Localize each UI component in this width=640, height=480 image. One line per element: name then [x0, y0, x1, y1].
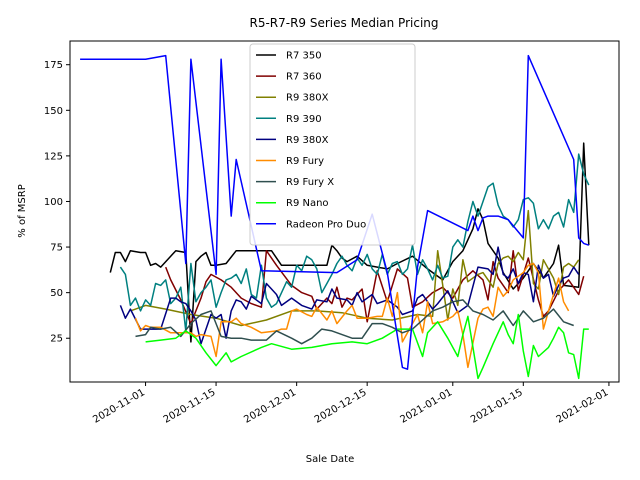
legend-entry-r9-380x: R9 380X	[286, 135, 329, 146]
y-axis: 25 50 75 100 125 150 175	[44, 60, 70, 345]
x-axis-label: Sale Date	[306, 454, 355, 465]
y-tick-label: 50	[50, 288, 63, 299]
chart-title: R5-R7-R9 Series Median Pricing	[249, 16, 438, 30]
series-line-radeon-pro-duo-8	[80, 54, 590, 370]
series-line-r9-380x-4	[119, 246, 580, 345]
series-line-r9-nano-7	[145, 313, 589, 380]
series-line-r9-fury-x-6	[135, 299, 574, 345]
y-tick-label: 125	[44, 151, 63, 162]
y-tick-label: 75	[50, 243, 63, 254]
plot-lines	[80, 54, 590, 380]
legend-entry-radeon-pro-duo: Radeon Pro Duo	[286, 219, 366, 230]
y-tick-label: 25	[50, 334, 63, 345]
legend: R7 350 R7 360 R9 380X R9 390 R9 380X R9 Fury R…	[249, 43, 416, 246]
y-tick-label: 150	[44, 106, 63, 117]
legend-entry-r9-390: R9 390	[286, 114, 322, 125]
series-line-r9-fury-5	[134, 262, 570, 369]
legend-box	[249, 43, 416, 246]
legend-entry-r9-380x: R9 380X	[286, 93, 329, 104]
series-line-r7-360-1	[165, 249, 585, 325]
y-axis-label: % of MSRP	[17, 184, 28, 237]
legend-entry-r7-350: R7 350	[286, 51, 322, 62]
legend-entry-r9-fury-x: R9 Fury X	[286, 177, 334, 188]
legend-entry-r9-nano: R9 Nano	[286, 198, 329, 209]
plot-frame	[69, 40, 620, 383]
y-tick-label: 175	[44, 60, 63, 71]
series-line-r9-380x-2	[130, 209, 580, 327]
legend-entry-r7-360: R7 360	[286, 72, 322, 83]
legend-entry-r9-fury: R9 Fury	[286, 156, 324, 167]
y-tick-label: 100	[44, 197, 63, 208]
